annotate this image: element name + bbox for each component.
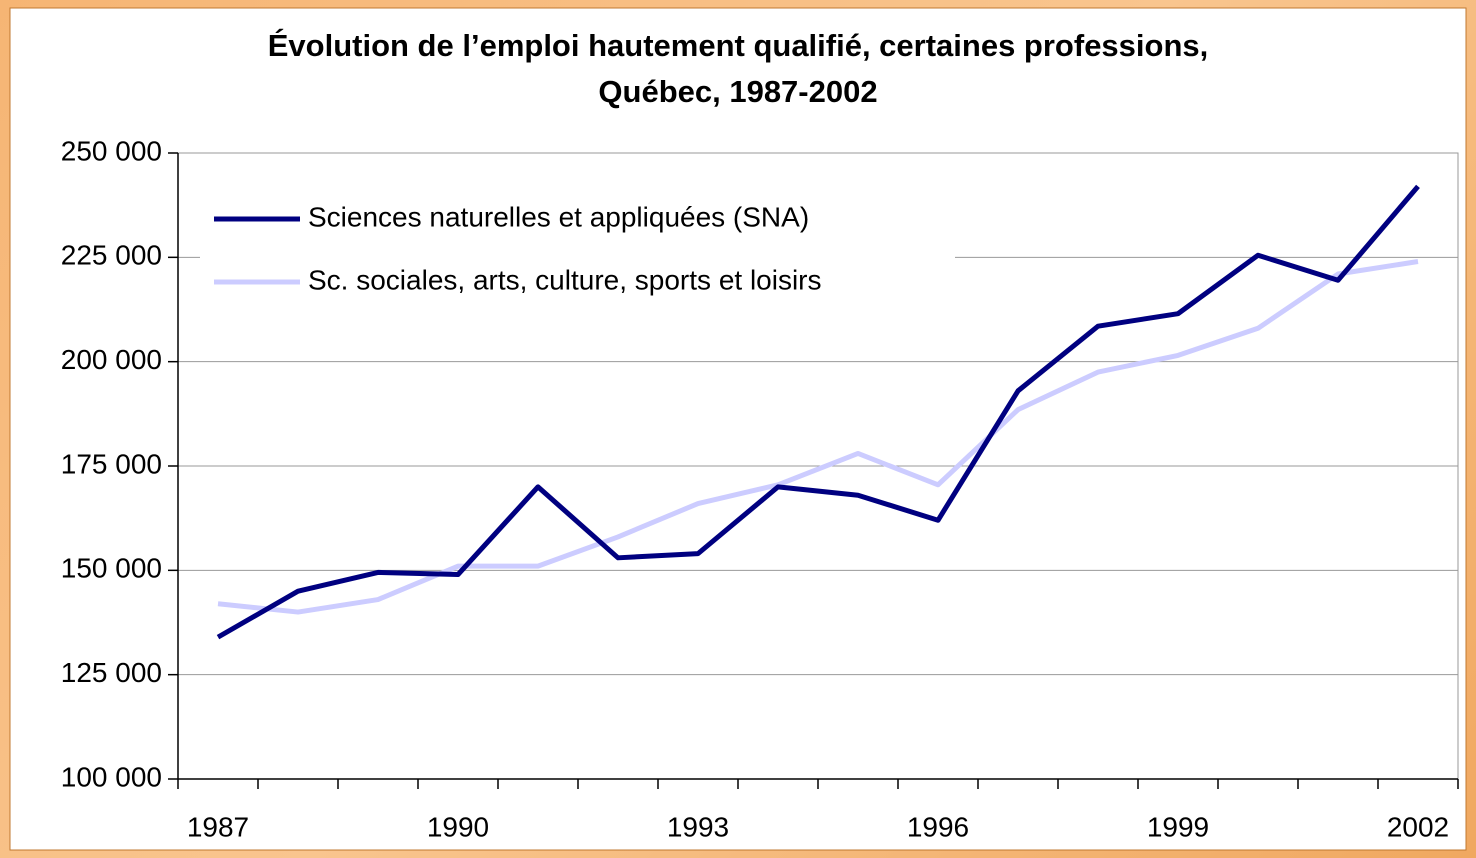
chart-title: Évolution de l’emploi hautement qualifié… — [268, 28, 1209, 63]
y-tick-label: 175 000 — [61, 448, 162, 479]
x-tick-label: 1987 — [187, 811, 249, 842]
series-line — [216, 184, 1420, 640]
y-tick-label: 200 000 — [61, 344, 162, 375]
y-tick-label: 125 000 — [61, 657, 162, 688]
x-tick-label: 1993 — [667, 811, 729, 842]
y-tick-label: 250 000 — [61, 135, 162, 166]
series-line — [217, 259, 1419, 615]
x-tick-label: 1999 — [1147, 811, 1209, 842]
legend-box — [200, 183, 955, 311]
x-tick-label: 2002 — [1387, 811, 1449, 842]
y-tick-label: 100 000 — [61, 761, 162, 792]
legend-label: Sciences naturelles et appliquées (SNA) — [308, 201, 809, 232]
x-tick-label: 1996 — [907, 811, 969, 842]
y-tick-label: 225 000 — [61, 240, 162, 271]
y-tick-label: 150 000 — [61, 553, 162, 584]
x-tick-label: 1990 — [427, 811, 489, 842]
chart-title: Québec, 1987-2002 — [598, 74, 877, 109]
legend-label: Sc. sociales, arts, culture, sports et l… — [308, 264, 822, 295]
